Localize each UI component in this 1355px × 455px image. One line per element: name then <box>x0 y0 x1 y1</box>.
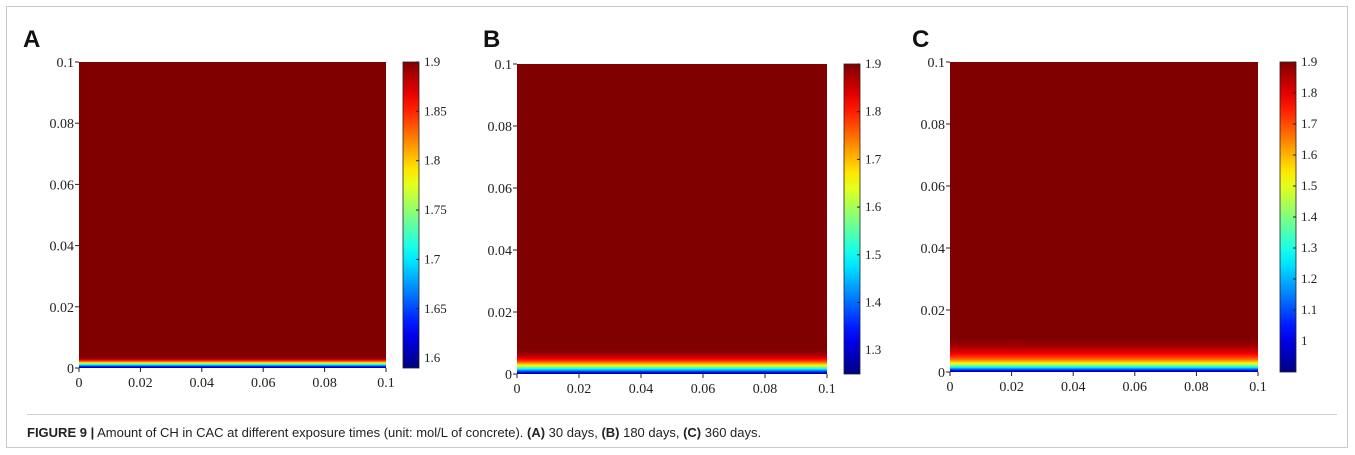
x-tick-label: 0.06 <box>251 376 276 391</box>
y-tick-label: 0.02 <box>488 306 513 321</box>
colorbar-tick-label: 1.6 <box>865 199 882 214</box>
x-tick-label: 0.08 <box>312 376 337 391</box>
colorbar-tick-label: 1.8 <box>1301 85 1317 100</box>
colorbar-tick-label: 1.3 <box>865 342 881 357</box>
y-tick-label: 0.04 <box>50 240 75 255</box>
caption-text: Amount of CH in CAC at different exposur… <box>94 425 528 440</box>
panel-letter-c: C <box>912 26 929 53</box>
x-tick-label: 0.02 <box>567 382 592 397</box>
colorbar <box>402 61 420 369</box>
heatmap-field <box>517 64 827 374</box>
colorbar-tick-label: 1.1 <box>1301 302 1317 317</box>
x-tick-label: 0.04 <box>1061 380 1086 395</box>
y-tick-label: 0.1 <box>57 56 75 71</box>
y-tick-label: 0.08 <box>488 120 513 135</box>
colorbar-tick-label: 1.9 <box>865 56 881 71</box>
colorbar-tick-label: 1.6 <box>1301 147 1318 162</box>
x-tick-label: 0.02 <box>999 380 1024 395</box>
caption-tag-a: (A) <box>527 425 546 440</box>
y-tick-label: 0.06 <box>921 180 946 195</box>
y-tick-label: 0 <box>67 362 74 377</box>
x-tick-label: 0 <box>947 380 954 395</box>
x-tick-label: 0.04 <box>629 382 654 397</box>
colorbar-tick-label: 1.8 <box>424 153 440 168</box>
x-tick-label: 0.1 <box>818 382 836 397</box>
colorbar-tick-label: 1.9 <box>1301 54 1317 69</box>
panel-a: A 0 0.02 0.04 0.06 0.08 0.1 0 0.02 0.04 0.06 0.08 0.… <box>23 26 447 391</box>
x-tick-label: 0 <box>76 376 83 391</box>
panel-letter-a: A <box>23 26 40 53</box>
y-tick-label: 0.02 <box>921 304 946 319</box>
y-tick-label: 0.06 <box>488 182 513 197</box>
x-tick-label: 0.1 <box>377 376 395 391</box>
caption-part-b: 180 days, <box>619 425 684 440</box>
x-tick-label: 0.04 <box>190 376 215 391</box>
x-tick-label: 0.08 <box>1184 380 1209 395</box>
y-tick-label: 0.04 <box>488 244 513 259</box>
figure-frame: A 0 0.02 0.04 0.06 0.08 0.1 0 0.02 0.04 0.06 0.08 0.… <box>6 6 1348 448</box>
y-tick-label: 0.04 <box>921 242 946 257</box>
heatmap-field <box>79 62 386 368</box>
colorbar-tick-label: 1.3 <box>1301 240 1317 255</box>
colorbar-tick-label: 1.65 <box>424 301 447 316</box>
x-tick-label: 0.1 <box>1249 380 1267 395</box>
colorbar-tick-label: 1.85 <box>424 103 447 118</box>
heatmap-field <box>950 62 1258 372</box>
x-tick-label: 0.08 <box>753 382 778 397</box>
caption-part-c: 360 days. <box>701 425 762 440</box>
figure-caption: FIGURE 9 | Amount of CH in CAC at differ… <box>27 414 1337 440</box>
x-tick-label: 0.06 <box>691 382 716 397</box>
colorbar-tick-label: 1.75 <box>424 202 447 217</box>
y-tick-label: 0.08 <box>50 117 75 132</box>
colorbar-tick-label: 1.2 <box>1301 271 1317 286</box>
colorbar-tick-label: 1.7 <box>424 251 441 266</box>
caption-part-a: 30 days, <box>545 425 602 440</box>
y-tick-label: 0.08 <box>921 118 946 133</box>
panel-c: C 0 0.02 0.04 0.06 0.08 0.1 0 0.02 0.04 0.06 0.08 0.… <box>912 26 1318 395</box>
colorbar-tick-label: 1.4 <box>1301 209 1318 224</box>
colorbar-tick-label: 1.9 <box>424 54 440 69</box>
colorbar-tick-label: 1.5 <box>1301 178 1317 193</box>
colorbar-tick-label: 1.5 <box>865 247 881 262</box>
caption-tag-c: (C) <box>683 425 702 440</box>
colorbar-tick-label: 1.4 <box>865 294 882 309</box>
panel-b: B 0 0.02 0.04 0.06 0.08 0.1 0 0.02 0.04 0.06 0.08 0.… <box>483 26 882 397</box>
caption-tag-b: (B) <box>601 425 620 440</box>
y-tick-label: 0.02 <box>50 301 75 316</box>
colorbar-tick-label: 1 <box>1301 333 1308 348</box>
y-tick-label: 0.1 <box>928 56 946 71</box>
colorbar-tick-label: 1.7 <box>865 151 882 166</box>
colorbar-tick-label: 1.7 <box>1301 116 1318 131</box>
colorbar-tick-label: 1.6 <box>424 350 441 365</box>
colorbar-tick-label: 1.8 <box>865 104 881 119</box>
x-tick-label: 0.02 <box>128 376 153 391</box>
y-tick-label: 0.06 <box>50 178 75 193</box>
y-tick-label: 0 <box>505 368 512 383</box>
figure-canvas: A 0 0.02 0.04 0.06 0.08 0.1 0 0.02 0.04 0.06 0.08 0.… <box>23 26 1318 397</box>
y-tick-label: 0 <box>938 366 945 381</box>
colorbar <box>843 63 861 375</box>
y-tick-label: 0.1 <box>495 58 513 73</box>
x-tick-label: 0 <box>514 382 521 397</box>
x-tick-label: 0.06 <box>1123 380 1148 395</box>
panel-letter-b: B <box>483 26 500 53</box>
caption-label: FIGURE 9 | <box>27 425 95 440</box>
